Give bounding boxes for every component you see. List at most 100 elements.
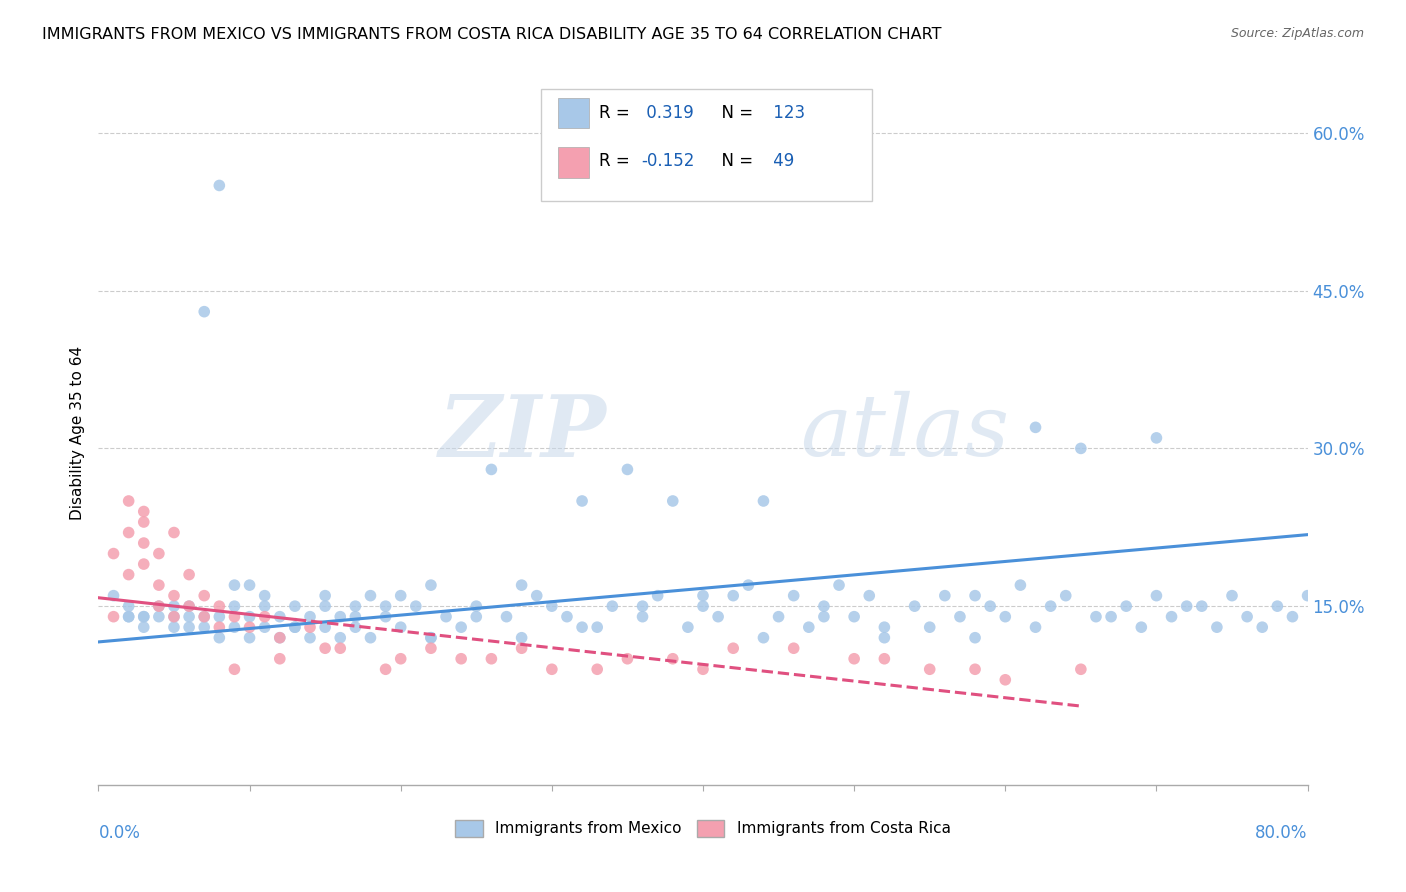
Point <box>723 641 745 656</box>
Point <box>918 662 941 676</box>
Point <box>797 620 820 634</box>
Text: 0.319: 0.319 <box>641 104 695 122</box>
Point <box>949 609 972 624</box>
Point <box>420 578 443 592</box>
Point <box>495 609 517 624</box>
Point <box>208 599 231 614</box>
Point <box>360 589 382 603</box>
Point <box>965 662 987 676</box>
Point <box>965 631 987 645</box>
Point <box>994 609 1017 624</box>
Point <box>1267 599 1289 614</box>
Point <box>1220 589 1243 603</box>
Point <box>752 631 775 645</box>
Point <box>193 609 215 624</box>
Point <box>389 652 412 666</box>
Point <box>132 504 155 518</box>
Point <box>450 620 472 634</box>
Point <box>224 662 246 676</box>
Point <box>299 620 322 634</box>
Point <box>224 578 246 592</box>
Point <box>661 652 683 666</box>
Point <box>148 578 170 592</box>
Point <box>1099 609 1122 624</box>
Point <box>481 652 503 666</box>
Point <box>239 609 262 624</box>
Text: R =: R = <box>599 104 636 122</box>
Point <box>239 631 262 645</box>
Point <box>239 620 262 634</box>
Point <box>510 641 533 656</box>
Point <box>103 609 125 624</box>
Point <box>752 494 775 508</box>
Text: N =: N = <box>711 152 759 169</box>
Point <box>631 599 654 614</box>
Point <box>692 599 714 614</box>
Point <box>1281 609 1303 624</box>
Point <box>783 589 806 603</box>
Point <box>420 631 443 645</box>
Point <box>329 609 352 624</box>
Point <box>224 599 246 614</box>
Point <box>148 599 170 614</box>
Point <box>813 609 835 624</box>
Point <box>253 609 276 624</box>
Point <box>420 641 443 656</box>
Point <box>586 620 609 634</box>
Point <box>269 609 291 624</box>
Point <box>179 599 201 614</box>
Point <box>344 599 367 614</box>
Point <box>118 609 141 624</box>
Point <box>344 620 367 634</box>
Point <box>783 641 806 656</box>
Text: 123: 123 <box>768 104 804 122</box>
Point <box>253 620 276 634</box>
Point <box>360 631 382 645</box>
Point <box>193 304 215 318</box>
Point <box>118 525 141 540</box>
Point <box>132 609 155 624</box>
Point <box>465 609 488 624</box>
Point <box>1144 431 1167 445</box>
Point <box>224 609 246 624</box>
Point <box>692 662 714 676</box>
Point <box>163 620 186 634</box>
Point <box>132 620 155 634</box>
Point <box>405 599 427 614</box>
Point <box>193 620 215 634</box>
Point <box>103 547 125 561</box>
Point <box>224 620 246 634</box>
Point <box>616 652 638 666</box>
Point <box>284 599 307 614</box>
Text: IMMIGRANTS FROM MEXICO VS IMMIGRANTS FROM COSTA RICA DISABILITY AGE 35 TO 64 COR: IMMIGRANTS FROM MEXICO VS IMMIGRANTS FRO… <box>42 27 942 42</box>
Point <box>284 620 307 634</box>
Point <box>163 609 186 624</box>
Point <box>555 609 578 624</box>
Point <box>329 641 352 656</box>
Point <box>934 589 956 603</box>
Point <box>314 620 336 634</box>
Text: 80.0%: 80.0% <box>1256 823 1308 842</box>
Point <box>540 599 562 614</box>
Point <box>163 589 186 603</box>
Point <box>586 662 609 676</box>
Point <box>873 631 896 645</box>
Point <box>1039 599 1062 614</box>
Point <box>132 609 155 624</box>
Text: Source: ZipAtlas.com: Source: ZipAtlas.com <box>1230 27 1364 40</box>
Point <box>873 620 896 634</box>
Text: ZIP: ZIP <box>439 391 606 475</box>
Point <box>1024 420 1046 434</box>
Point <box>465 599 488 614</box>
Point <box>193 609 215 624</box>
Point <box>132 515 155 529</box>
Point <box>510 631 533 645</box>
Point <box>647 589 669 603</box>
Point <box>904 599 927 614</box>
Point <box>239 578 262 592</box>
Point <box>616 462 638 476</box>
Point <box>450 652 472 666</box>
Point <box>314 589 336 603</box>
Point <box>526 589 548 603</box>
Text: -0.152: -0.152 <box>641 152 695 169</box>
